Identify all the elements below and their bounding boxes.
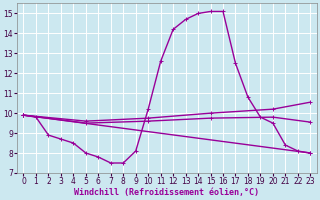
- X-axis label: Windchill (Refroidissement éolien,°C): Windchill (Refroidissement éolien,°C): [74, 188, 260, 197]
